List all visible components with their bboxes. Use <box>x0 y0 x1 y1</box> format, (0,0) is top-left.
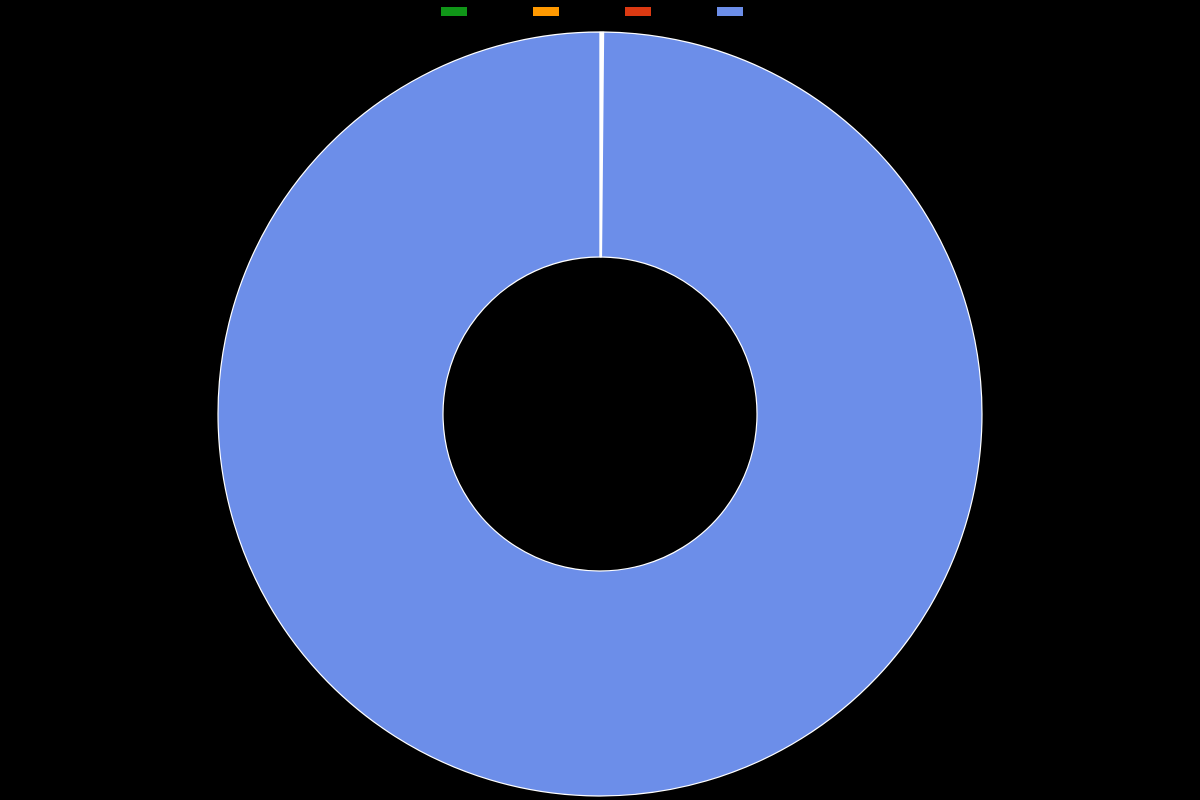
legend-item-3[interactable] <box>716 6 760 17</box>
legend-swatch-2 <box>624 6 652 17</box>
donut-svg <box>0 28 1200 800</box>
legend-item-0[interactable] <box>440 6 484 17</box>
legend-item-2[interactable] <box>624 6 668 17</box>
legend-item-1[interactable] <box>532 6 576 17</box>
legend-swatch-3 <box>716 6 744 17</box>
legend <box>0 6 1200 17</box>
donut-chart <box>0 28 1200 800</box>
legend-swatch-1 <box>532 6 560 17</box>
chart-container <box>0 0 1200 800</box>
legend-swatch-0 <box>440 6 468 17</box>
